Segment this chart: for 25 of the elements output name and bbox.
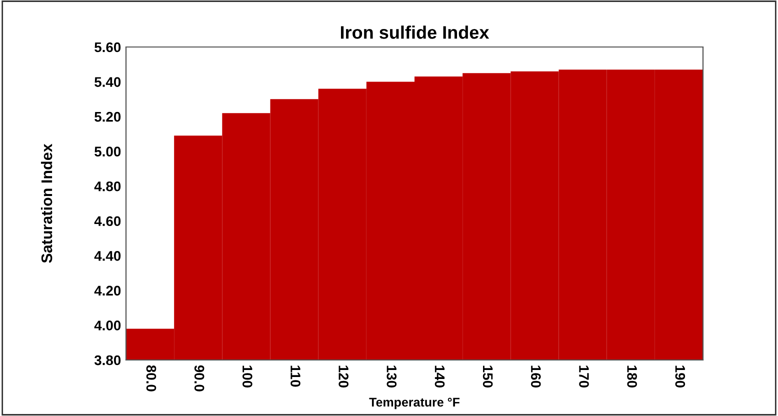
x-tick-label: 120 bbox=[338, 366, 348, 388]
x-tick-label: 180 bbox=[627, 366, 637, 388]
y-tick-label: 5.40 bbox=[94, 77, 121, 87]
x-tick-label: 80.0 bbox=[146, 365, 156, 392]
y-tick-label: 4.60 bbox=[94, 216, 121, 226]
x-tick-label: 140 bbox=[434, 366, 445, 388]
x-axis-title: Temperature °F bbox=[369, 398, 460, 410]
y-tick-label: 4.20 bbox=[94, 286, 121, 296]
x-tick-label: 100 bbox=[242, 366, 252, 388]
y-tick-label: 5.20 bbox=[94, 112, 121, 122]
chart-title: Iron sulfide Index bbox=[340, 26, 490, 39]
y-tick-label: 5.60 bbox=[94, 42, 121, 52]
y-tick-label: 5.00 bbox=[94, 146, 121, 157]
x-tick-label: 190 bbox=[675, 366, 686, 388]
y-axis-title: Saturation Index bbox=[40, 144, 52, 263]
y-tick-label: 3.80 bbox=[94, 355, 121, 366]
y-tick-label: 4.80 bbox=[94, 181, 121, 192]
x-tick-label: 150 bbox=[482, 366, 493, 388]
x-tick-label: 160 bbox=[530, 366, 541, 388]
x-tick-label: 170 bbox=[579, 366, 589, 388]
y-tick-label: 4.40 bbox=[94, 251, 121, 261]
y-tick-label: 4.00 bbox=[94, 320, 121, 330]
x-tick-label: 110 bbox=[290, 366, 300, 387]
x-tick-label: 90.0 bbox=[194, 365, 204, 392]
x-tick-label: 130 bbox=[386, 366, 397, 388]
